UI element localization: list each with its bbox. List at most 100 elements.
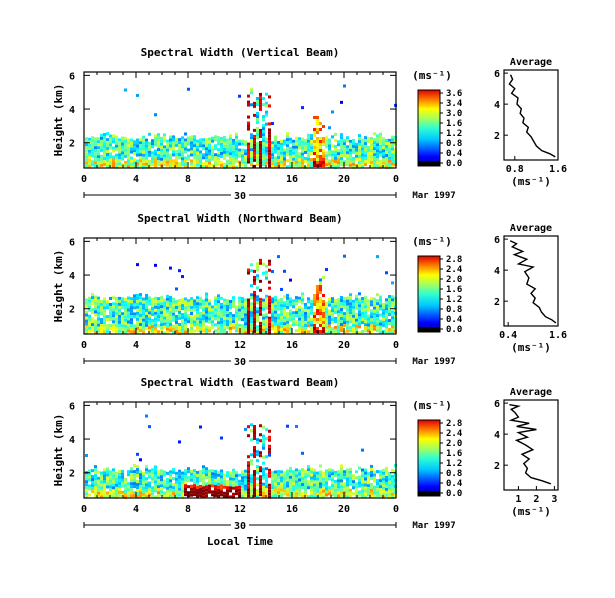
heatmap-cell <box>298 329 301 333</box>
heatmap-cell <box>283 325 286 329</box>
heatmap-cell <box>367 157 370 161</box>
heatmap-cell <box>166 495 169 499</box>
heatmap-cell <box>256 465 259 469</box>
heatmap-cell <box>340 302 343 306</box>
heatmap-cell <box>262 425 265 429</box>
heatmap-cell <box>319 491 322 495</box>
heatmap-cell <box>385 466 388 470</box>
heatmap-cell <box>298 481 301 485</box>
heatmap-cell <box>118 141 121 145</box>
heatmap-cell <box>232 296 235 300</box>
heatmap-cell <box>319 482 322 486</box>
heatmap-cell <box>301 301 304 305</box>
heatmap-cell <box>262 127 265 131</box>
heatmap-cell <box>379 307 382 311</box>
heatmap-cell <box>256 295 259 299</box>
heatmap-cell <box>121 481 124 485</box>
heatmap-cell <box>289 315 292 319</box>
heatmap-cell <box>292 482 295 486</box>
heatmap-cell <box>235 305 238 309</box>
heatmap-cell <box>160 329 163 333</box>
heatmap-cell <box>313 158 316 161</box>
heatmap-cell <box>193 165 196 169</box>
heatmap-cell <box>151 304 154 308</box>
heatmap-cell <box>106 141 109 145</box>
heatmap-cell <box>154 134 157 138</box>
heatmap-cell <box>286 326 289 330</box>
heatmap-cell <box>370 137 373 141</box>
colorbar-tick-label: 0.0 <box>446 325 462 335</box>
heatmap-cell <box>331 156 334 160</box>
heatmap-cell <box>268 268 271 272</box>
heatmap-cell <box>319 164 322 167</box>
heatmap-cell <box>217 482 220 486</box>
heatmap-cell <box>172 324 175 328</box>
heatmap-cell <box>154 471 157 475</box>
heatmap-cell <box>250 269 253 273</box>
heatmap-cell <box>256 286 259 290</box>
heatmap-cell <box>148 317 151 321</box>
heatmap-cell <box>310 164 313 168</box>
heatmap-cell <box>235 326 238 330</box>
heatmap-cell <box>379 135 382 139</box>
heatmap-cell <box>205 313 208 317</box>
heatmap-cell <box>85 313 88 317</box>
heatmap-cell <box>268 471 271 475</box>
heatmap-cell <box>262 331 265 335</box>
heatmap-cell <box>268 137 271 141</box>
heatmap-cell <box>208 329 211 333</box>
heatmap-cell <box>250 305 253 309</box>
heatmap-cell <box>337 494 340 498</box>
heatmap-cell <box>268 438 271 442</box>
heatmap-cell <box>370 491 373 495</box>
heatmap-cell <box>313 161 316 164</box>
heatmap-cell <box>283 486 286 490</box>
heatmap-cell <box>250 103 253 107</box>
heatmap-cell <box>322 276 325 279</box>
heatmap-cell <box>202 489 205 493</box>
heatmap-cell <box>331 153 334 157</box>
heatmap-cell <box>133 306 136 310</box>
heatmap-cell <box>286 424 289 428</box>
heatmap-cell <box>217 330 220 334</box>
heatmap-cell <box>250 326 253 330</box>
heatmap-cell <box>298 317 301 321</box>
heatmap-cell <box>247 479 250 483</box>
heatmap-cell <box>214 311 217 315</box>
heatmap-cell <box>190 487 193 491</box>
heatmap-cell <box>340 473 343 477</box>
heatmap-cell <box>259 92 262 96</box>
heatmap-cell <box>247 482 250 486</box>
heatmap-cell <box>382 161 385 165</box>
heatmap-cell <box>205 298 208 302</box>
heatmap-cell <box>199 138 202 142</box>
heatmap-cell <box>391 477 394 481</box>
heatmap-cell <box>265 476 268 480</box>
heatmap-cell <box>175 158 178 162</box>
heatmap-cell <box>274 494 277 498</box>
heatmap-cell <box>136 311 139 315</box>
heatmap-cell <box>358 313 361 317</box>
heatmap-cell <box>313 300 316 303</box>
heatmap-cell <box>259 433 262 437</box>
heatmap-cell <box>238 154 241 158</box>
heatmap-cell <box>109 140 112 144</box>
heatmap-cell <box>337 164 340 168</box>
heatmap-cell <box>196 314 199 318</box>
heatmap-cell <box>85 483 88 487</box>
heatmap-cell <box>277 141 280 145</box>
heatmap-cell <box>163 485 166 489</box>
heatmap-cell <box>232 326 235 330</box>
heatmap-cell <box>259 321 262 325</box>
heatmap-cell <box>136 492 139 496</box>
heatmap-cell <box>385 493 388 497</box>
heatmap-cell <box>208 320 211 324</box>
heatmap-cell <box>304 141 307 145</box>
heatmap-cell <box>136 323 139 327</box>
heatmap-cell <box>289 478 292 482</box>
heatmap-cell <box>190 484 193 488</box>
heatmap-cell <box>112 296 115 300</box>
heatmap-cell <box>157 309 160 313</box>
heatmap-cell <box>367 148 370 152</box>
heatmap-cell <box>244 427 247 431</box>
